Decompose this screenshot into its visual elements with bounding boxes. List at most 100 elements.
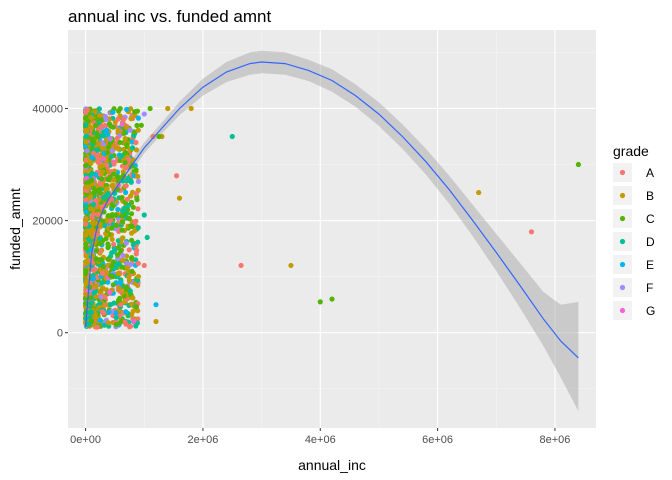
data-point (102, 294, 108, 300)
data-point-C (329, 296, 335, 302)
data-point-C (575, 161, 582, 168)
data-point (113, 310, 119, 316)
data-point (106, 144, 112, 150)
data-point (100, 270, 106, 277)
data-point (97, 317, 103, 323)
data-point-C (138, 122, 144, 128)
data-point (111, 249, 117, 255)
data-point (111, 241, 117, 247)
data-point (115, 128, 121, 134)
data-point (123, 189, 129, 196)
data-point (108, 302, 114, 308)
data-point (116, 245, 122, 251)
data-point (129, 223, 135, 229)
data-point (83, 133, 89, 139)
data-point (105, 256, 111, 262)
data-point (133, 139, 139, 146)
data-point (109, 236, 115, 242)
data-point (124, 142, 130, 148)
data-point-F (141, 111, 147, 117)
data-point (123, 164, 129, 171)
y-tick-label: 0 (57, 328, 63, 340)
data-point (97, 248, 103, 254)
data-point (99, 257, 105, 263)
data-point (83, 241, 89, 247)
smooth-trend-line (85, 61, 579, 359)
data-point (111, 177, 117, 183)
legend-swatch-B (619, 192, 626, 199)
data-point-B (188, 105, 194, 112)
data-point (99, 169, 106, 175)
data-point (84, 148, 90, 154)
data-point (124, 196, 130, 202)
data-point (122, 136, 128, 142)
legend-swatch-D (619, 238, 626, 245)
data-point (105, 176, 111, 182)
x-tick-label: 2e+06 (187, 434, 218, 446)
data-point-B (176, 195, 183, 201)
data-point (93, 314, 99, 320)
legend-swatch-A (619, 169, 626, 176)
data-point-D (144, 234, 150, 241)
data-point (87, 295, 93, 301)
data-point (115, 116, 121, 122)
data-point (97, 181, 103, 187)
data-point (100, 133, 107, 139)
data-point (110, 203, 116, 209)
data-point (105, 279, 111, 285)
data-point (135, 206, 141, 212)
data-point-F (135, 178, 141, 184)
data-point (83, 271, 89, 277)
data-point (134, 197, 140, 203)
data-point (98, 294, 104, 300)
x-tick-label: 4e+06 (305, 434, 336, 446)
legend-label-C: C (646, 212, 655, 226)
data-point-A (173, 173, 180, 179)
data-point (95, 152, 101, 158)
data-point (105, 213, 111, 219)
data-point (88, 114, 94, 120)
data-point (90, 185, 97, 191)
data-point (113, 145, 119, 151)
data-point (122, 160, 128, 166)
data-point (83, 122, 89, 128)
data-point-E (153, 302, 159, 308)
data-point (93, 197, 99, 204)
data-point (110, 282, 116, 288)
data-point (128, 211, 135, 217)
data-point (123, 183, 129, 189)
data-point (113, 212, 119, 218)
data-point (97, 112, 103, 118)
data-point-D (141, 212, 147, 218)
data-point (83, 253, 89, 259)
data-point (83, 128, 89, 134)
data-point-A (141, 262, 147, 269)
data-point (94, 274, 100, 280)
chart-title: annual inc vs. funded amnt (68, 7, 271, 26)
data-point-G (100, 156, 106, 162)
data-point (99, 176, 105, 182)
data-point (115, 206, 121, 213)
data-point (135, 225, 141, 231)
data-point (84, 279, 90, 285)
data-point (120, 169, 126, 175)
data-point-F (103, 117, 109, 123)
data-point-D (129, 145, 136, 151)
data-point-E (118, 279, 124, 285)
data-point (114, 135, 120, 141)
legend-label-G: G (646, 304, 655, 318)
data-point (89, 170, 95, 176)
data-point (115, 270, 121, 277)
data-point (103, 231, 109, 237)
data-point (90, 276, 96, 282)
data-point (133, 257, 139, 263)
data-point (92, 266, 98, 272)
data-point-D (229, 133, 235, 140)
legend-swatch-E (619, 261, 626, 268)
data-point (133, 191, 139, 197)
data-point (133, 167, 139, 173)
data-point (89, 154, 95, 160)
data-point (122, 319, 128, 325)
